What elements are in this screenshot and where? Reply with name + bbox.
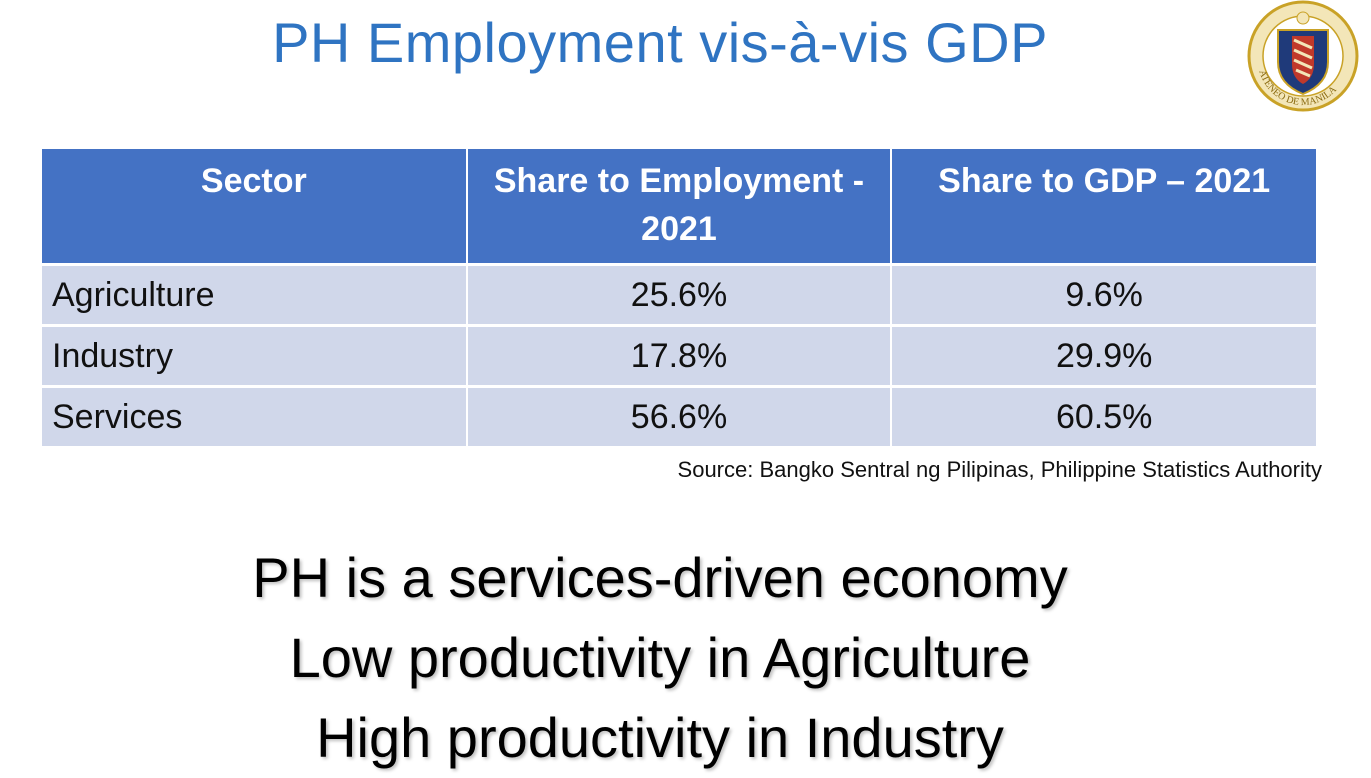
gdp-share-cell: 29.9%	[891, 325, 1316, 388]
ateneo-seal-logo: ATENEO DE MANILA	[1247, 0, 1359, 112]
employment-share-cell: 25.6%	[466, 264, 893, 327]
sector-cell: Services	[42, 386, 468, 446]
takeaway-industry: High productivity in Industry	[316, 706, 1004, 769]
table-header-row: Sector Share to Employment - 2021 Share …	[42, 149, 1316, 266]
source-citation: Source: Bangko Sentral ng Pilipinas, Phi…	[677, 457, 1322, 482]
gdp-share-cell: 60.5%	[891, 386, 1316, 446]
takeaway-agriculture: Low productivity in Agriculture	[289, 626, 1031, 689]
sector-share-table: Sector Share to Employment - 2021 Share …	[42, 149, 1316, 446]
header-employment-share: Share to Employment - 2021	[466, 149, 893, 266]
header-gdp-share: Share to GDP – 2021	[891, 149, 1316, 266]
slide-title: PH Employment vis-à-vis GDP	[272, 11, 1048, 74]
table-row-industry: Industry 17.8% 29.9%	[42, 325, 1316, 388]
takeaway-services: PH is a services-driven economy	[252, 546, 1068, 609]
gdp-share-cell: 9.6%	[891, 264, 1316, 327]
employment-share-cell: 17.8%	[466, 325, 893, 388]
takeaway-list: PH is a services-driven economy Low prod…	[0, 538, 1320, 778]
table-row-agriculture: Agriculture 25.6% 9.6%	[42, 264, 1316, 327]
header-sector: Sector	[42, 149, 468, 266]
table-row-services: Services 56.6% 60.5%	[42, 386, 1316, 446]
employment-share-cell: 56.6%	[466, 386, 893, 446]
sector-cell: Agriculture	[42, 264, 468, 327]
sector-cell: Industry	[42, 325, 468, 388]
